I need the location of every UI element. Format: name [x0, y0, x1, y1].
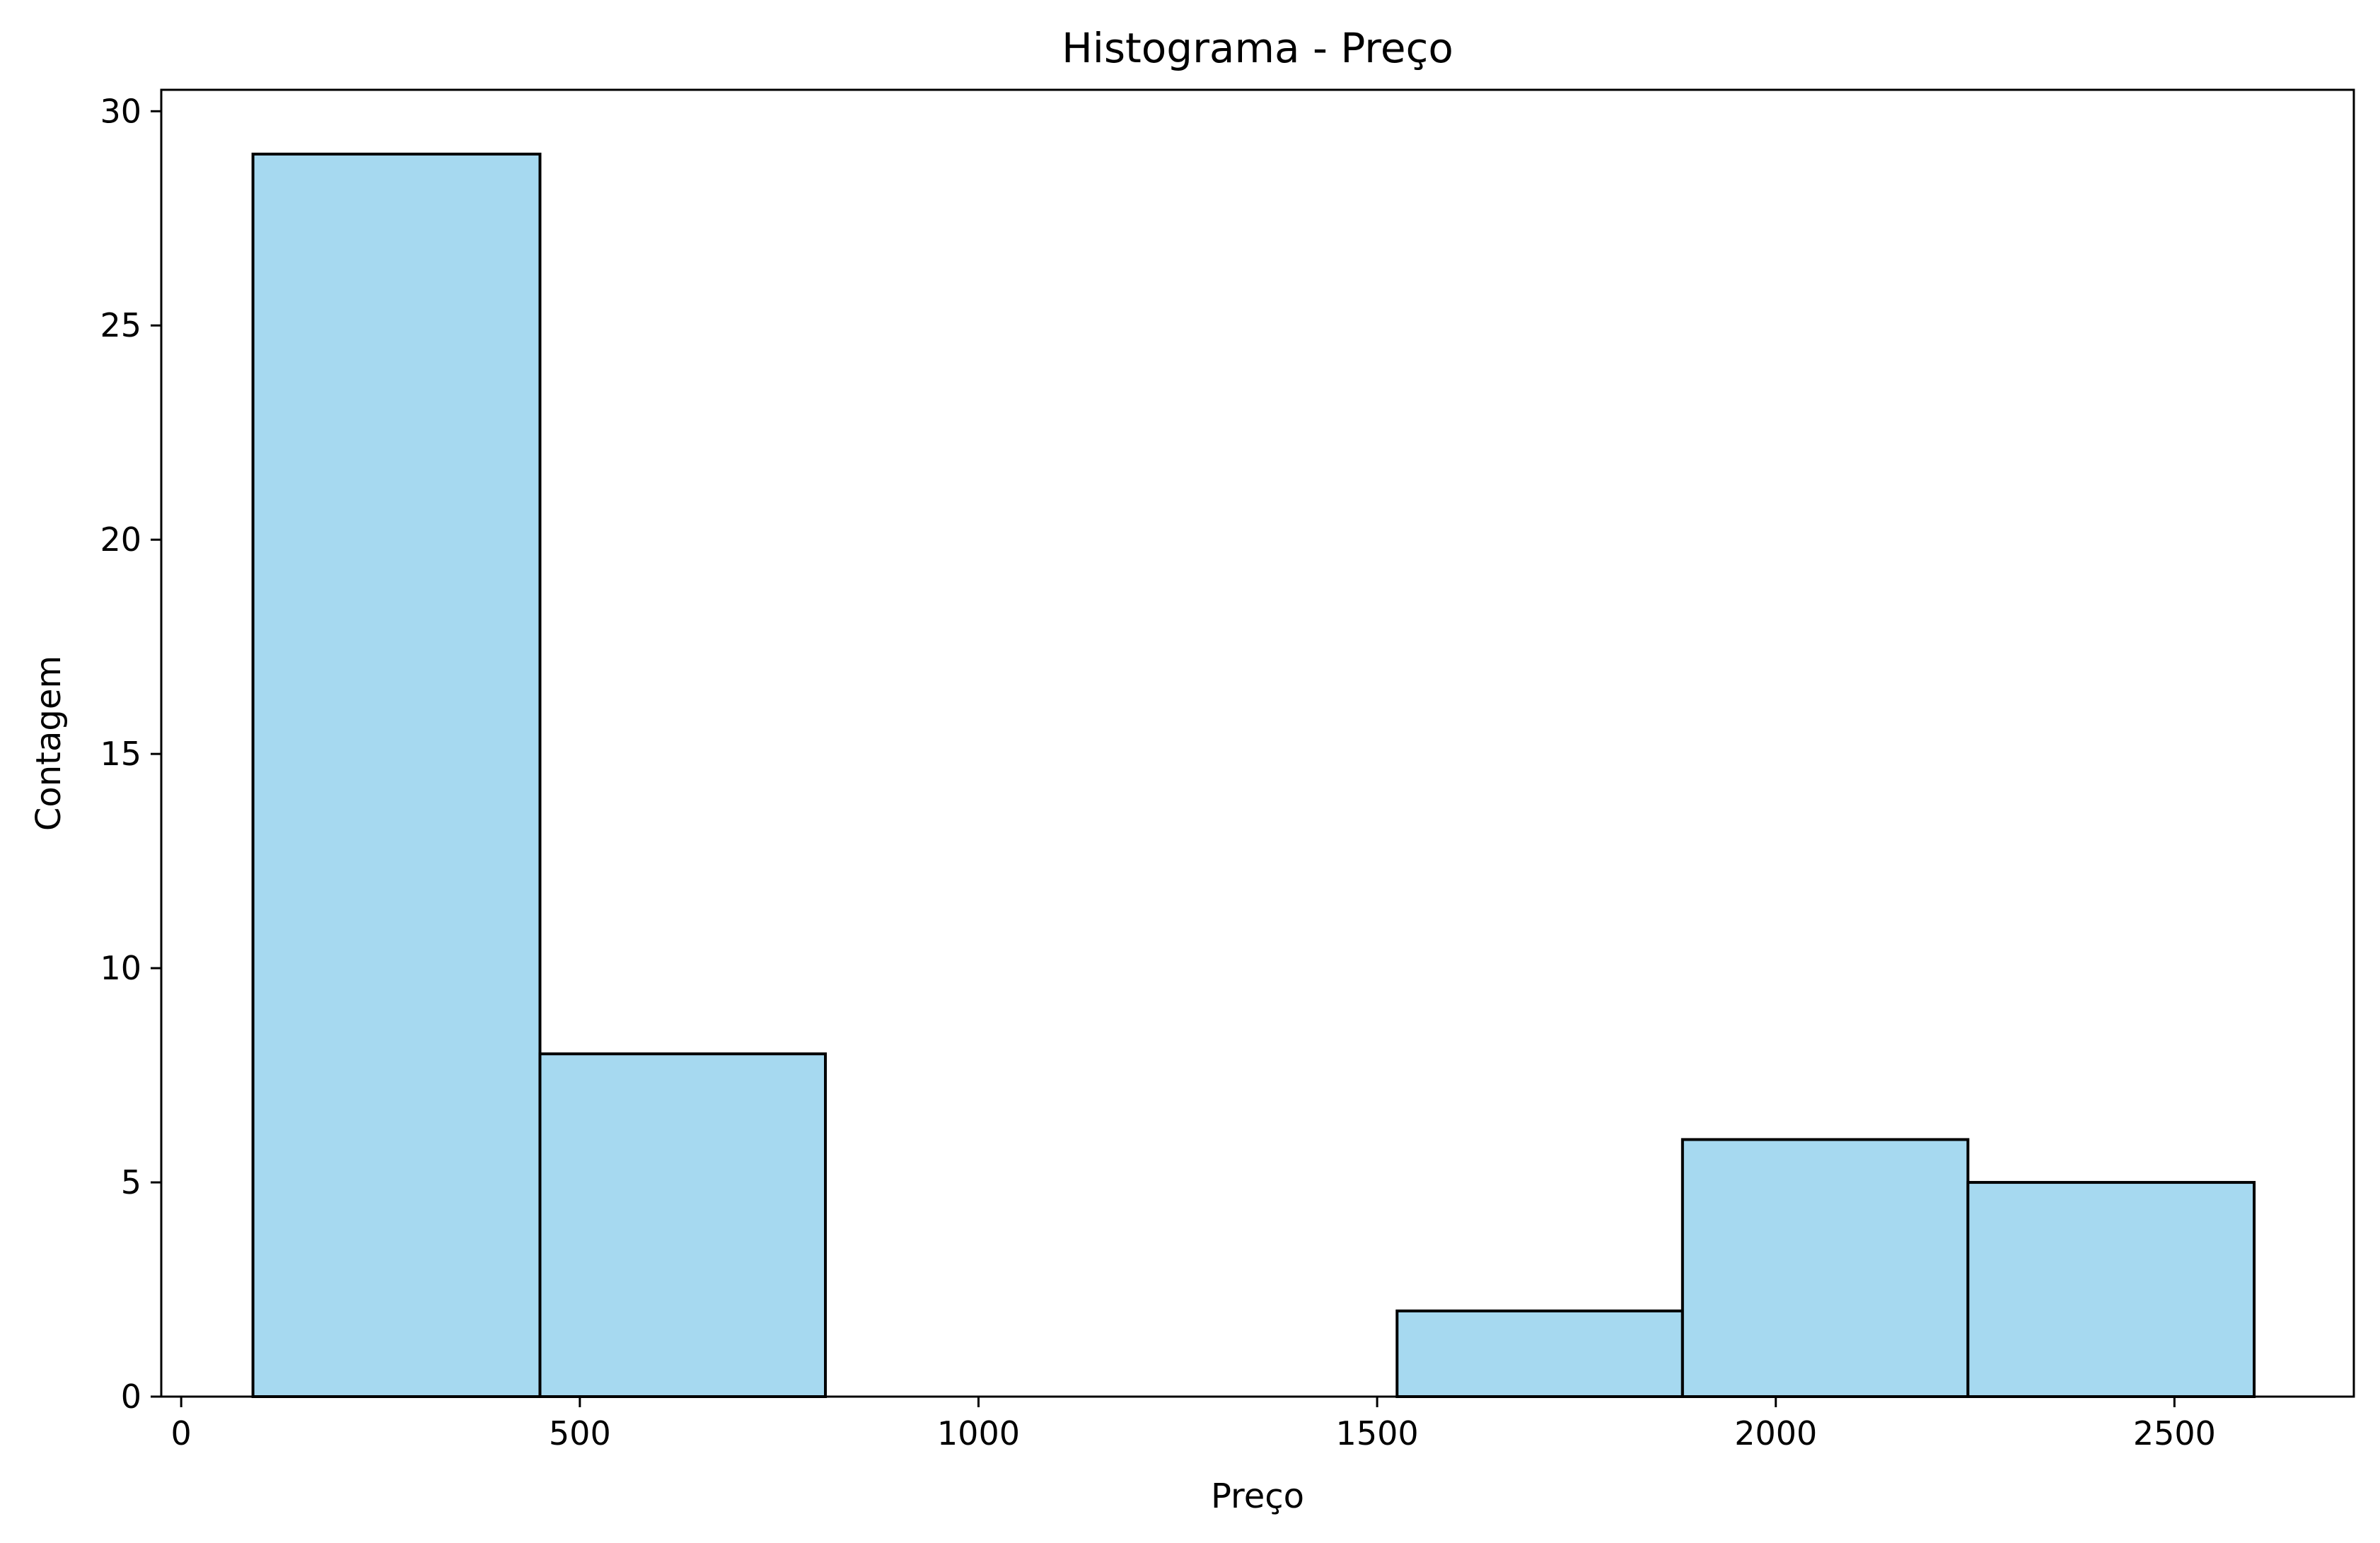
histogram-bar-6	[1966, 1181, 2256, 1398]
x-tick-label-5: 2500	[2133, 1414, 2216, 1452]
y-axis-label: Contagem	[29, 656, 69, 831]
x-tick-label-3: 1500	[1336, 1414, 1419, 1452]
x-axis-ticks: 0 500 1000 1500 2000 2500	[171, 1397, 2216, 1452]
x-tick-label-1: 500	[549, 1414, 611, 1452]
histogram-bar-1	[538, 1052, 828, 1398]
y-tick-label-6: 30	[100, 92, 141, 130]
x-tick-label-4: 2000	[1734, 1414, 1817, 1452]
histogram-bar-4	[1395, 1309, 1684, 1399]
y-tick-label-4: 20	[100, 520, 141, 559]
plot-frame	[160, 88, 2355, 1398]
y-tick-label-1: 5	[121, 1163, 141, 1201]
y-tick-label-2: 10	[100, 949, 141, 987]
x-tick-label-0: 0	[171, 1414, 192, 1452]
y-tick-label-3: 15	[100, 735, 141, 773]
chart-title: Histograma - Preço	[1062, 24, 1453, 72]
x-tick-label-2: 1000	[937, 1414, 1020, 1452]
y-tick-label-0: 0	[121, 1378, 141, 1416]
y-tick-label-5: 25	[100, 306, 141, 344]
histogram-bar-5	[1680, 1138, 1970, 1398]
bars-group	[251, 152, 2256, 1399]
x-axis-label: Preço	[1211, 1477, 1304, 1516]
y-axis-ticks: 0 5 10 15 20 25 30	[100, 92, 161, 1416]
histogram-bar-0	[251, 152, 542, 1398]
